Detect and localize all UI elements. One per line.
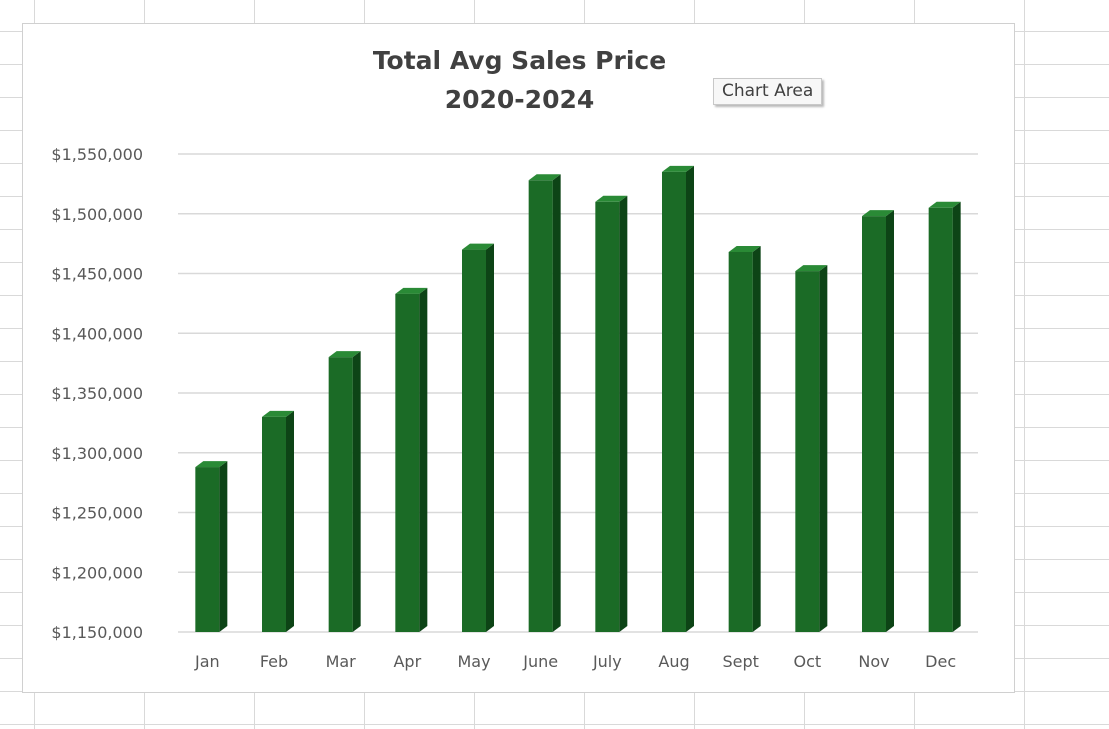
bar[interactable]: [262, 410, 294, 632]
bar-top: [728, 245, 761, 252]
bar-side: [619, 195, 628, 633]
bar-side: [419, 287, 428, 632]
bar[interactable]: [328, 351, 361, 632]
gridlines: [178, 153, 978, 633]
x-tick-label: Sept: [722, 652, 758, 671]
bar[interactable]: [795, 265, 828, 632]
bar-top: [795, 265, 828, 272]
bar[interactable]: [528, 174, 561, 633]
bar-top: [662, 165, 694, 172]
bar-top: [862, 210, 894, 217]
bar-front: [195, 467, 220, 632]
bar-front: [595, 201, 620, 633]
x-tick-label: Dec: [925, 652, 956, 671]
bars: [195, 165, 961, 633]
bar-top: [262, 410, 294, 417]
bar-side: [752, 245, 761, 633]
bar[interactable]: [862, 210, 894, 632]
bar-side: [686, 165, 694, 633]
bar-side: [286, 410, 294, 632]
x-tick-label: Apr: [393, 652, 421, 671]
bar-front: [528, 180, 553, 633]
x-tick-label: Mar: [326, 652, 357, 671]
bar-front: [662, 171, 686, 633]
bar-front: [795, 271, 820, 632]
bar-top: [595, 195, 628, 202]
bar-side: [486, 243, 494, 632]
bar[interactable]: [595, 195, 628, 633]
x-tick-label: Jan: [194, 652, 220, 671]
y-tick-label: $1,450,000: [51, 265, 143, 284]
y-tick-label: $1,300,000: [51, 444, 143, 463]
y-tick-label: $1,350,000: [51, 384, 143, 403]
chart-area-tooltip: Chart Area: [713, 78, 823, 105]
x-tick-label: June: [522, 652, 558, 671]
chart-area[interactable]: Total Avg Sales Price 2020-2024 $1,150,0…: [22, 23, 1015, 693]
y-tick-label: $1,150,000: [51, 623, 143, 642]
bar-front: [328, 357, 353, 632]
bar-side: [819, 265, 828, 632]
bar[interactable]: [395, 287, 428, 632]
bar-front: [728, 251, 753, 633]
x-tick-label: Aug: [658, 652, 689, 671]
bar[interactable]: [662, 165, 694, 633]
x-tick-label: Nov: [858, 652, 889, 671]
chart-subtitle[interactable]: 2020-2024: [444, 85, 595, 114]
bar[interactable]: [462, 243, 494, 632]
bar-top: [462, 243, 494, 250]
x-tick-label: July: [592, 652, 622, 671]
bar-top: [195, 461, 228, 468]
x-tick-label: Feb: [260, 652, 288, 671]
x-tick-label: May: [457, 652, 490, 671]
bar-side: [552, 174, 561, 633]
bar-front: [395, 293, 420, 632]
bar[interactable]: [195, 461, 228, 632]
bar-side: [886, 210, 894, 632]
chart-plot[interactable]: $1,150,000 $1,200,000 $1,250,000 $1,300,000…: [23, 24, 1016, 694]
y-tick-label: $1,200,000: [51, 563, 143, 582]
bar-side: [352, 351, 361, 632]
bar[interactable]: [728, 245, 761, 633]
bar-front: [928, 207, 953, 632]
bar-top: [395, 287, 428, 294]
bar-top: [528, 174, 561, 181]
bar-front: [262, 416, 286, 632]
bar-top: [928, 201, 961, 208]
bar-top: [328, 351, 361, 358]
x-tick-label: Oct: [793, 652, 821, 671]
bar-front: [462, 249, 486, 632]
y-tick-label: $1,250,000: [51, 504, 143, 523]
bar[interactable]: [928, 201, 961, 632]
y-tick-label: $1,550,000: [51, 145, 143, 164]
y-tick-label: $1,400,000: [51, 324, 143, 343]
bar-side: [219, 461, 228, 632]
bar-front: [862, 216, 886, 632]
y-tick-label: $1,500,000: [51, 205, 143, 224]
y-axis-labels: $1,150,000 $1,200,000 $1,250,000 $1,300,000…: [51, 145, 143, 642]
bar-side: [952, 201, 961, 632]
x-axis-labels: Jan Feb Mar Apr May June July Aug Sept Oct Nov Dec: [194, 652, 956, 671]
chart-title[interactable]: Total Avg Sales Price: [372, 46, 667, 75]
